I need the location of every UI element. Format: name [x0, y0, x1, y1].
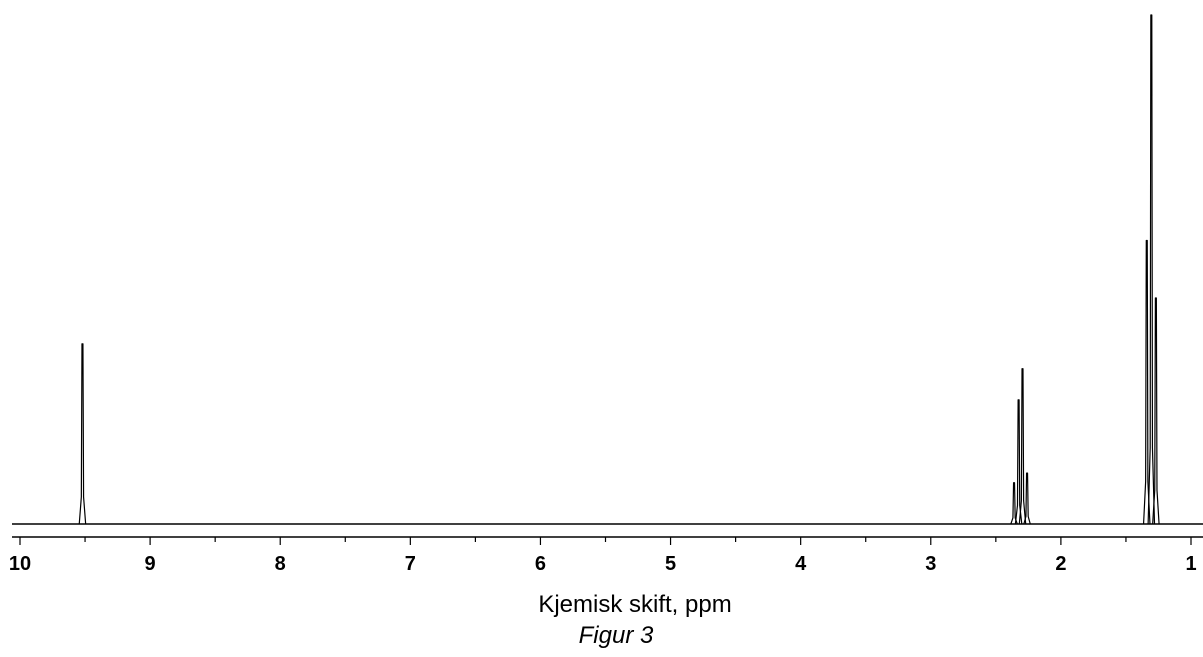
x-tick-label-5: 5 [665, 553, 676, 575]
figure-caption: Figur 3 [579, 622, 654, 649]
x-tick-label-1: 1 [1185, 553, 1196, 575]
x-tick-label-7: 7 [405, 553, 416, 575]
x-tick-label-6: 6 [535, 553, 546, 575]
spectrum-layer [12, 15, 1203, 524]
x-tick-label-10: 10 [9, 553, 31, 575]
spectrum-peak-6 [1148, 15, 1154, 524]
x-tick-label-2: 2 [1055, 553, 1066, 575]
x-tick-label-4: 4 [795, 553, 807, 575]
x-tick-label-8: 8 [275, 553, 286, 575]
x-axis: 10 9 8 7 6 5 4 3 2 1 [9, 537, 1203, 575]
spectrum-peak-0 [79, 344, 85, 524]
x-tick-label-9: 9 [145, 553, 156, 575]
x-axis-label: Kjemisk skift, ppm [538, 591, 731, 618]
x-tick-label-3: 3 [925, 553, 936, 575]
